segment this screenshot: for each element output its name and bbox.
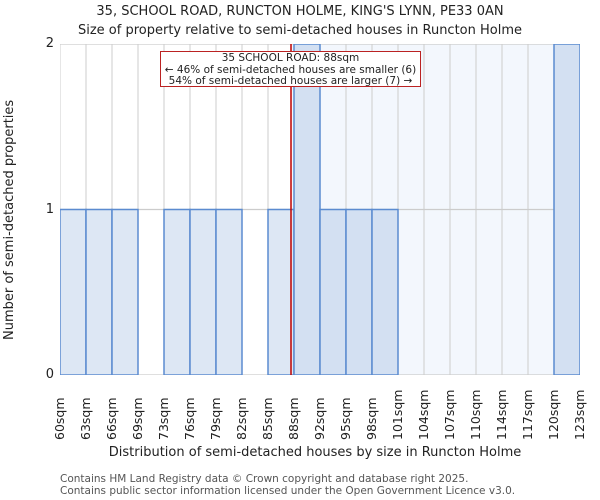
x-tick-label: 73sqm	[156, 397, 171, 440]
histogram-bar	[371, 208, 399, 375]
x-tick-label: 69sqm	[130, 397, 145, 440]
histogram-bar	[345, 208, 373, 375]
x-tick-label: 60sqm	[52, 397, 67, 440]
x-tick-label: 107sqm	[442, 389, 457, 440]
x-tick-label: 114sqm	[494, 389, 509, 440]
chart-title: 35, SCHOOL ROAD, RUNCTON HOLME, KING'S L…	[96, 4, 504, 19]
footer-licence: Contains public sector information licen…	[60, 485, 516, 497]
x-tick-label: 110sqm	[468, 389, 483, 440]
footer-copyright: Contains HM Land Registry data © Crown c…	[60, 473, 469, 485]
x-tick-label: 76sqm	[182, 397, 197, 440]
histogram-bar	[319, 208, 347, 375]
histogram-bar	[267, 208, 295, 375]
histogram-bar	[85, 208, 113, 375]
x-tick-label: 79sqm	[208, 397, 223, 440]
x-tick-label: 63sqm	[78, 397, 93, 440]
y-tick-label: 1	[45, 201, 54, 217]
histogram-bar	[111, 208, 139, 375]
annotation-title: 35 SCHOOL ROAD: 88sqm	[221, 52, 360, 64]
plot-area	[60, 44, 580, 375]
y-tick-label: 0	[45, 367, 54, 382]
x-tick-label: 101sqm	[390, 389, 405, 440]
histogram-bar	[293, 44, 321, 375]
x-axis-label: Distribution of semi-detached houses by …	[108, 445, 522, 460]
y-axis-label: Number of semi-detached properties	[2, 99, 17, 340]
x-tick-label: 120sqm	[546, 389, 561, 440]
annotation-larger: 54% of semi-detached houses are larger (…	[168, 75, 413, 87]
property-annotation: 35 SCHOOL ROAD: 88sqm ← 46% of semi-deta…	[160, 51, 421, 87]
x-tick-label: 95sqm	[338, 397, 353, 440]
x-tick-label: 117sqm	[520, 389, 535, 440]
histogram-bar	[553, 44, 580, 375]
histogram-bar	[215, 208, 243, 375]
x-tick-label: 92sqm	[312, 397, 327, 440]
x-tick-label: 66sqm	[104, 397, 119, 440]
histogram-bar	[60, 208, 87, 375]
x-tick-label: 104sqm	[416, 389, 431, 440]
histogram-bar	[163, 208, 191, 375]
x-tick-label: 85sqm	[260, 397, 275, 440]
chart-subtitle: Size of property relative to semi-detach…	[77, 23, 523, 38]
x-tick-label: 88sqm	[286, 397, 301, 440]
annotation-smaller: ← 46% of semi-detached houses are smalle…	[164, 63, 417, 76]
y-tick-label: 2	[45, 36, 54, 51]
histogram-bar	[189, 208, 217, 375]
x-tick-label: 82sqm	[234, 397, 249, 440]
x-tick-label: 123sqm	[572, 389, 587, 440]
x-tick-label: 98sqm	[364, 397, 379, 440]
